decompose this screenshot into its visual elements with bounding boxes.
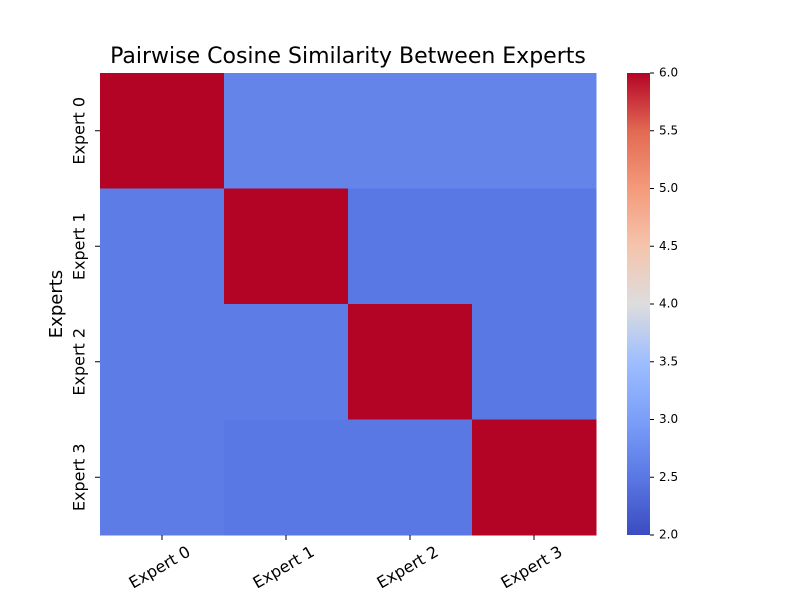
colorbar-tick-label-7: 5.5	[659, 123, 678, 137]
heatmap-cell-r3-c2	[348, 419, 473, 536]
heatmap-cell-r1-c0	[100, 188, 225, 305]
heatmap-cell-r2-c3	[472, 304, 597, 420]
heatmap-cell-r1-c3	[472, 188, 597, 305]
x-axis-ticks: Expert 0 Expert 1 Expert 2 Expert 3	[125, 535, 566, 592]
heatmap-cell-r0-c2	[348, 73, 473, 189]
colorbar-tick-label-3: 3.5	[659, 354, 678, 368]
heatmap-cell-r2-c2	[348, 304, 473, 420]
colorbar-tick-label-8: 6.0	[659, 66, 678, 80]
y-axis-label: Experts	[46, 270, 67, 338]
heatmap-cell-r1-c1	[224, 188, 349, 305]
chart-title: Pairwise Cosine Similarity Between Exper…	[110, 44, 586, 69]
colorbar-tick-label-0: 2.0	[659, 528, 678, 542]
heatmap-cell-r2-c0	[100, 304, 225, 420]
heatmap-cell-r0-c1	[224, 73, 349, 189]
colorbar	[627, 73, 650, 535]
x-tick-label-3: Expert 3	[497, 542, 565, 592]
x-tick-label-0: Expert 0	[125, 542, 193, 592]
colorbar-tick-label-5: 4.5	[659, 239, 678, 253]
heatmap-cell-r0-c0	[100, 73, 225, 189]
x-tick-label-1: Expert 1	[249, 542, 317, 592]
x-tick-label-2: Expert 2	[373, 542, 441, 592]
colorbar-tick-label-2: 3.0	[659, 412, 678, 426]
heatmap-cell-r3-c0	[100, 419, 225, 536]
colorbar-tick-label-4: 4.0	[659, 297, 678, 311]
colorbar-ticks: 2.0 2.5 3.0 3.5 4.0 4.5 5.0 5.5 6.0	[650, 66, 678, 542]
heatmap-cell-r3-c3	[472, 419, 597, 536]
heatmap-cell-r0-c3	[472, 73, 597, 189]
y-tick-label-0: Expert 0	[70, 97, 89, 165]
heatmap-cell-r3-c1	[224, 419, 349, 536]
heatmap-cell-r1-c2	[348, 188, 473, 305]
colorbar-tick-label-6: 5.0	[659, 181, 678, 195]
y-tick-label-1: Expert 1	[70, 212, 89, 280]
colorbar-tick-label-1: 2.5	[659, 470, 678, 484]
y-axis-ticks: Expert 0 Expert 1 Expert 2 Expert 3	[70, 97, 100, 511]
heatmap-cells	[100, 73, 597, 536]
y-tick-label-2: Expert 2	[70, 328, 89, 396]
y-tick-label-3: Expert 3	[70, 443, 89, 511]
heatmap-cell-r2-c1	[224, 304, 349, 420]
